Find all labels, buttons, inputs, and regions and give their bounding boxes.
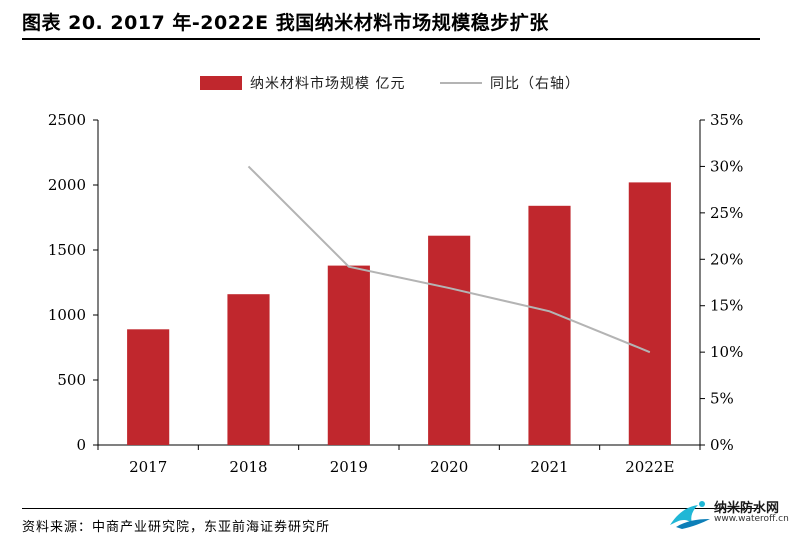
- title-rule: [22, 38, 760, 40]
- source-note: 资料来源：中商产业研究院，东亚前海证券研究所: [22, 520, 331, 535]
- axes: [93, 119, 705, 450]
- bar-2019: [327, 265, 370, 445]
- legend-bar-label: 纳米材料市场规模 亿元: [250, 75, 405, 92]
- right-tick-label: 10%: [710, 343, 743, 361]
- right-tick-label: 0%: [710, 436, 734, 454]
- left-tick-label: 0: [76, 436, 86, 454]
- left-tick-label: 1500: [48, 241, 86, 259]
- right-tick-label: 35%: [710, 111, 743, 129]
- x-tick-label: 2017: [129, 458, 167, 476]
- right-tick-label: 20%: [710, 250, 743, 268]
- legend: 纳米材料市场规模 亿元 同比（右轴）: [200, 75, 580, 92]
- x-tick-label: 2021: [530, 458, 568, 476]
- right-tick-label: 30%: [710, 157, 743, 175]
- watermark-wave-icon: [670, 501, 710, 529]
- bar-2017: [127, 329, 170, 445]
- legend-bar-swatch: [200, 76, 242, 90]
- left-tick-label: 2500: [48, 111, 86, 129]
- right-tick-label: 25%: [710, 204, 743, 222]
- left-tick-label: 500: [57, 371, 86, 389]
- footer-rule: [22, 508, 760, 509]
- chart-title: 图表 20. 2017 年-2022E 我国纳米材料市场规模稳步扩张: [22, 12, 549, 34]
- right-tick-label: 5%: [710, 390, 734, 408]
- watermark-name: 纳米防水网: [714, 501, 780, 516]
- watermark-url: www.wateroff.cn: [714, 514, 789, 524]
- left-tick-label: 1000: [48, 306, 86, 324]
- x-tick-label: 2018: [229, 458, 267, 476]
- bars: [127, 182, 671, 445]
- x-tick-label: 2020: [430, 458, 468, 476]
- legend-line-label: 同比（右轴）: [490, 76, 580, 92]
- right-tick-label: 15%: [710, 297, 743, 315]
- x-tick-label: 2022E: [625, 458, 674, 476]
- left-tick-label: 2000: [48, 176, 86, 194]
- yoy-line: [247, 165, 651, 354]
- bar-2020: [428, 235, 471, 445]
- x-tick-label: 2019: [330, 458, 368, 476]
- bar-2022E: [628, 182, 671, 445]
- bar-2021: [528, 205, 571, 445]
- watermark: 纳米防水网 www.wateroff.cn: [668, 495, 798, 535]
- bar-2018: [227, 294, 270, 445]
- tick-labels: 0 500 1000 1500 2000 2500 0% 5% 10% 15% 20% 25% 30% 3…: [48, 111, 744, 476]
